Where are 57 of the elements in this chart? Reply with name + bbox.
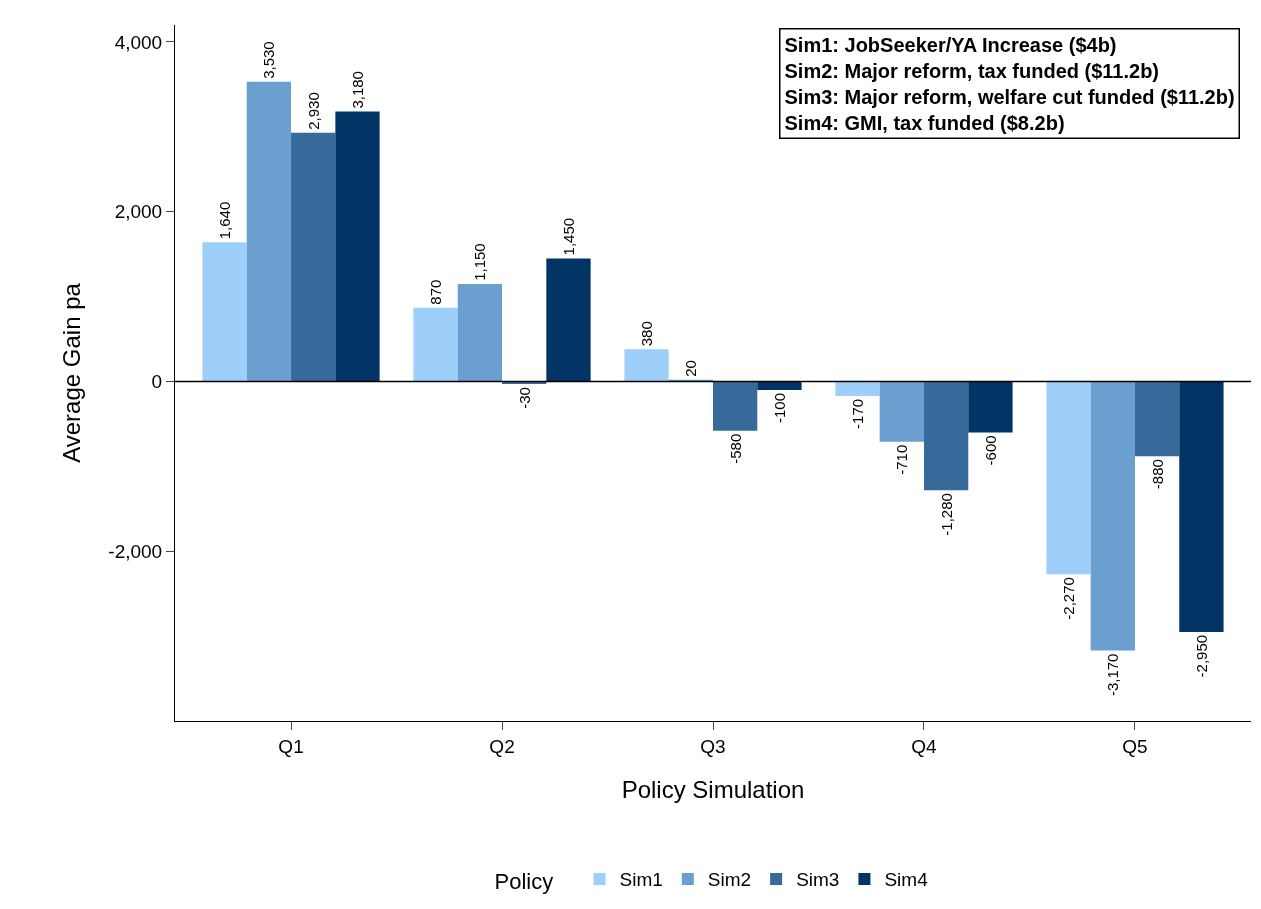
bar (246, 81, 292, 382)
data-label: -3,170 (1104, 653, 1122, 697)
bar (968, 381, 1013, 433)
bar (546, 258, 591, 382)
y-tick-label: -2,000 (108, 540, 163, 562)
y-tick-label: 2,000 (114, 201, 163, 223)
legend-title: Policy (494, 868, 572, 894)
bar (1046, 381, 1091, 575)
data-label: 380 (638, 321, 656, 347)
data-label: -100 (770, 392, 788, 424)
bar (335, 111, 380, 382)
data-label: -30 (515, 387, 533, 409)
bar (1090, 381, 1135, 651)
data-label: 1,640 (216, 201, 234, 240)
x-tick-label: Q4 (911, 735, 938, 757)
x-tick-label: Q3 (700, 735, 726, 757)
data-label: -2,270 (1060, 577, 1077, 620)
x-tick-label: Q5 (1122, 735, 1148, 757)
data-label: 2,930 (304, 92, 322, 130)
data-label: 870 (427, 279, 445, 305)
bar (1134, 381, 1180, 457)
bar (923, 381, 969, 491)
legend-label: Sim2 (707, 869, 752, 891)
legend-label: Sim3 (796, 869, 840, 891)
bar (291, 132, 336, 382)
bar (457, 283, 503, 382)
data-label: -600 (981, 435, 999, 466)
y-tick-label: 4,000 (114, 31, 163, 53)
bar (1179, 381, 1224, 632)
annotation: Sim2: Major reform, tax funded ($11.2b) (784, 59, 1160, 82)
bar (879, 381, 924, 442)
annotation: Sim4: GMI, tax funded ($8.2b) (784, 111, 1065, 134)
data-label: -1,280 (937, 493, 955, 536)
data-label: -710 (893, 444, 911, 475)
data-label: 3,530 (260, 41, 278, 79)
y-axis-title: Average Gain pa (58, 282, 86, 463)
annotation: Sim3: Major reform, welfare cut funded ($11.2b) (784, 85, 1235, 108)
bar (624, 349, 669, 382)
bar (835, 381, 880, 396)
x-tick-label: Q2 (489, 735, 515, 757)
data-label: 20 (682, 360, 700, 377)
data-label: -2,950 (1192, 634, 1210, 678)
y-tick-label: 0 (151, 371, 163, 393)
data-label: 1,150 (471, 243, 489, 281)
x-axis-title: Policy Simulation (621, 776, 805, 804)
bar (713, 381, 758, 431)
data-label: -170 (849, 398, 867, 429)
x-tick-label: Q1 (278, 735, 304, 757)
annotation: Sim1: JobSeeker/YA Increase ($4b) (784, 33, 1117, 56)
legend-label: Sim4 (884, 869, 929, 891)
data-label: 1,450 (559, 217, 577, 256)
legend-label: Sim1 (619, 869, 663, 891)
bar (202, 242, 247, 382)
bar (413, 307, 458, 382)
data-label: -580 (726, 433, 744, 464)
data-label: -880 (1148, 459, 1166, 490)
data-label: 3,180 (349, 71, 366, 109)
